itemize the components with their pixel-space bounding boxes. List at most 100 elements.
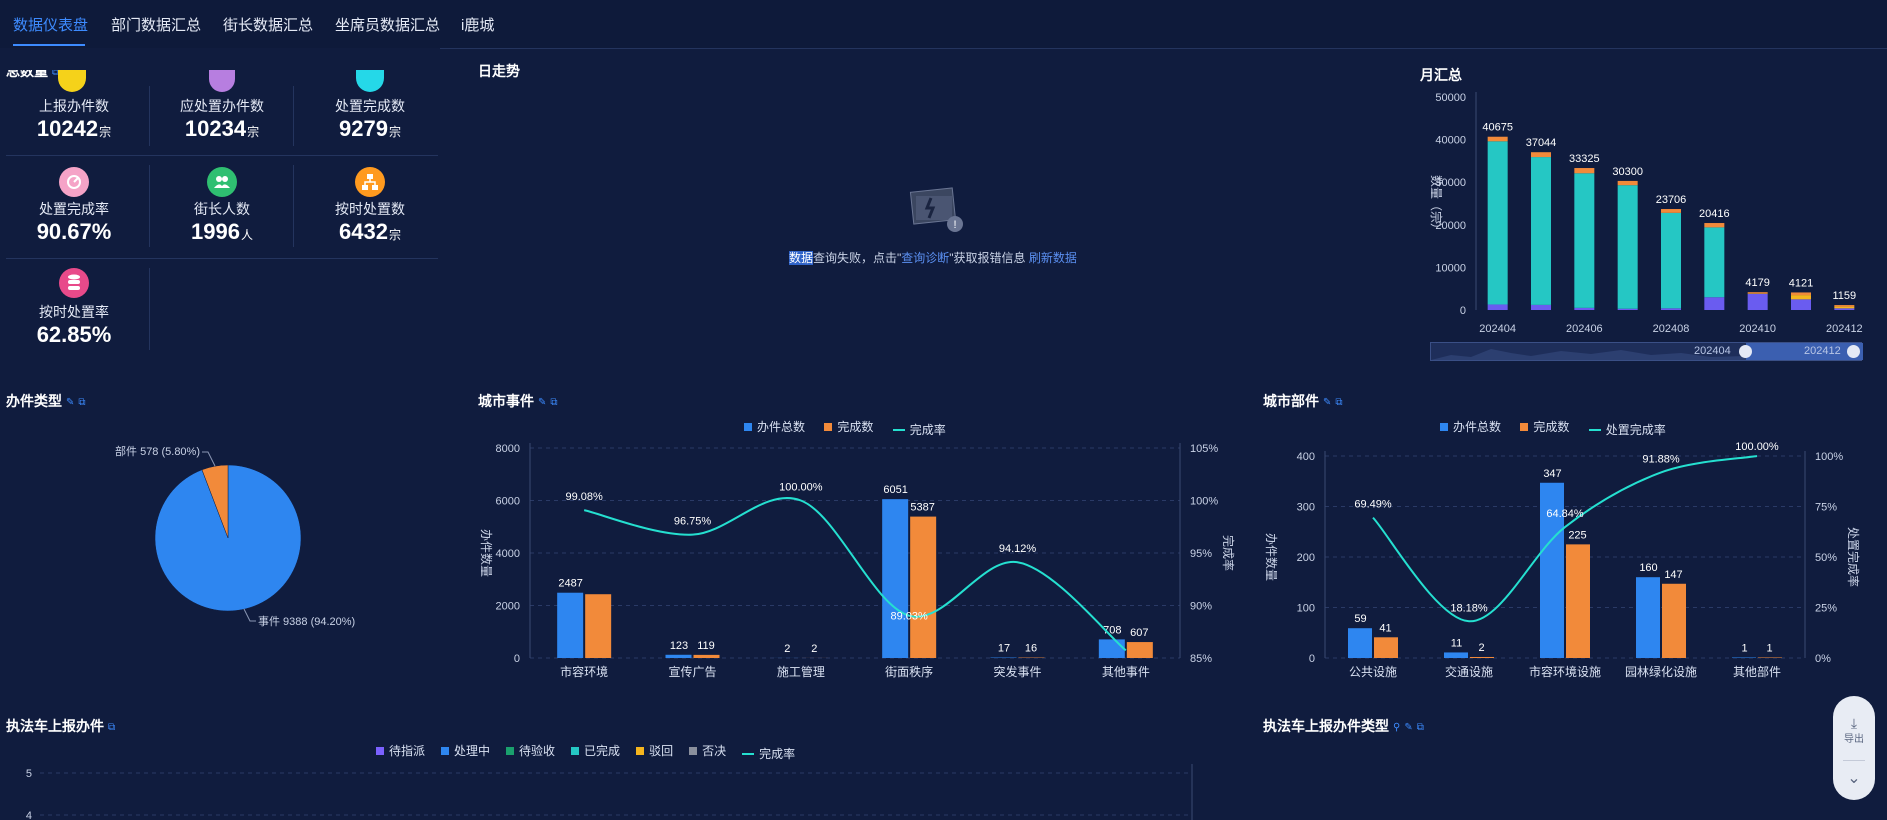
refresh-data-link[interactable]: 刷新数据 <box>1028 251 1077 265</box>
data-label: 6051 <box>883 484 907 496</box>
data-label: 33325 <box>1569 153 1600 165</box>
tab-operator[interactable]: 坐席员数据汇总 <box>335 17 441 34</box>
legend-item[interactable]: 办件总数 <box>744 418 805 435</box>
edit-icon[interactable]: ✎ <box>1404 721 1413 733</box>
rate-label: 100.00% <box>1735 441 1779 453</box>
leader-line <box>243 608 256 622</box>
section-title-vehicle-type: 执法车上报办件类型 ⚲ ✎ ⧉ <box>1263 718 1424 734</box>
stat-value: 1996 <box>191 219 240 244</box>
x-tick-label: 202404 <box>1479 323 1516 335</box>
slider-end-handle[interactable] <box>1847 345 1860 358</box>
y2-tick-label: 95% <box>1190 548 1212 560</box>
legend-item[interactable]: 完成数 <box>1520 418 1569 435</box>
legend-item[interactable]: 待指派 <box>376 742 425 759</box>
x-tick-label: 突发事件 <box>993 664 1041 679</box>
bar-segment <box>1487 136 1508 142</box>
rate-label: 100.00% <box>779 482 823 494</box>
slider-start-handle[interactable] <box>1739 345 1752 358</box>
y-tick-label: 50000 <box>1435 92 1466 104</box>
bar-segment <box>1531 157 1551 305</box>
copy-icon[interactable]: ⧉ <box>1335 396 1343 408</box>
x-tick-label: 宣传广告 <box>668 664 716 679</box>
rate-line <box>583 497 1127 652</box>
legend-item[interactable]: 否决 <box>689 742 726 759</box>
leader-line <box>202 451 216 467</box>
collapse-chevron-icon[interactable]: ⌄ <box>1847 770 1861 787</box>
bar-completed <box>1662 583 1686 658</box>
legend-item[interactable]: 完成数 <box>824 418 873 435</box>
rate-label: 94.12% <box>999 543 1037 555</box>
filter-icon[interactable]: ⚲ <box>1393 721 1401 733</box>
copy-icon[interactable]: ⧉ <box>108 721 116 733</box>
legend-swatch <box>689 746 698 755</box>
section-title-city-event: 城市事件 ✎ ⧉ <box>478 393 558 409</box>
legend-swatch <box>1588 428 1601 431</box>
stat-on-time-rate: 按时处置率 62.85% <box>4 302 144 348</box>
stat-value: 90.67% <box>36 219 112 244</box>
legend-swatch <box>506 746 515 755</box>
query-diagnosis-link[interactable]: 查询诊断 <box>901 251 950 265</box>
legend-item[interactable]: 已完成 <box>571 742 620 759</box>
vehicle-legend: 待指派 处理中 待验收 已完成 驳回 否决 完成率 <box>376 742 811 762</box>
x-tick-label: 施工管理 <box>777 664 825 679</box>
rate-label: 69.49% <box>1354 499 1392 511</box>
bar-total <box>665 654 692 658</box>
stat-unit: 宗 <box>247 125 260 139</box>
copy-icon[interactable]: ⧉ <box>52 66 60 78</box>
vehicle-chart: 45 <box>26 764 1193 820</box>
copy-icon[interactable]: ⧉ <box>550 396 558 408</box>
copy-icon[interactable]: ⧉ <box>78 396 86 408</box>
export-button[interactable]: ⤓ 导出 <box>1833 696 1875 745</box>
tab-dashboard[interactable]: 数据仪表盘 <box>13 17 89 34</box>
y2-tick-label: 90% <box>1190 601 1212 613</box>
bar-total <box>882 499 909 658</box>
y-tick-label: 100 <box>1297 603 1315 615</box>
rate-label: 99.08% <box>566 491 604 503</box>
legend-item[interactable]: 处理中 <box>441 742 490 759</box>
tab-lucheng[interactable]: i鹿城 <box>461 17 495 34</box>
slider-selection[interactable] <box>1746 343 1863 360</box>
data-label: 1 <box>1766 642 1772 654</box>
legend-item[interactable]: 待验收 <box>506 742 555 759</box>
bar-completed <box>1758 657 1782 658</box>
divider <box>149 165 150 247</box>
legend-swatch <box>1440 422 1448 431</box>
bar-segment <box>1617 180 1638 186</box>
y-tick-label: 8000 <box>496 443 520 455</box>
legend-label: 处理中 <box>454 744 491 758</box>
legend-item[interactable]: 处置完成率 <box>1588 421 1666 438</box>
x-tick-label: 其他部件 <box>1733 664 1781 679</box>
data-label: 11 <box>1451 637 1462 649</box>
y2-tick-label: 85% <box>1190 653 1212 665</box>
data-label: 160 <box>1639 562 1657 574</box>
divider <box>149 268 150 350</box>
data-label: 40675 <box>1482 122 1513 134</box>
daily-error-message: 数据查询失败，点击"查询诊断"获取报错信息 刷新数据 <box>789 249 1077 266</box>
y-axis-label: 数量（宗） <box>1429 175 1444 235</box>
data-label: 2487 <box>558 578 582 590</box>
legend-label: 完成数 <box>837 420 874 434</box>
stat-label: 处置完成数 <box>335 98 405 114</box>
legend-item[interactable]: 完成率 <box>742 745 795 762</box>
bar-segment <box>1574 168 1595 174</box>
top-cut-icon <box>209 70 235 92</box>
stat-unit: 宗 <box>388 228 401 242</box>
bar-segment <box>1531 304 1551 310</box>
copy-icon[interactable]: ⧉ <box>1416 721 1424 733</box>
edit-icon[interactable]: ✎ <box>66 396 75 408</box>
edit-icon[interactable]: ✎ <box>1323 396 1332 408</box>
mask <box>0 48 440 70</box>
legend-swatch <box>744 422 752 431</box>
stat-value: 9279 <box>339 116 388 141</box>
tab-street[interactable]: 街长数据汇总 <box>223 17 314 34</box>
divider <box>149 86 150 146</box>
legend-item[interactable]: 驳回 <box>636 742 673 759</box>
x-tick-label: 街面秩序 <box>885 664 933 679</box>
legend-item[interactable]: 办件总数 <box>1440 418 1501 435</box>
x-tick-label: 市容环境设施 <box>1529 664 1601 679</box>
x-tick-label: 202412 <box>1826 323 1863 335</box>
edit-icon[interactable]: ✎ <box>538 396 547 408</box>
legend-item[interactable]: 完成率 <box>892 421 946 438</box>
tab-department[interactable]: 部门数据汇总 <box>111 17 202 34</box>
date-range-slider[interactable]: 202404 202412 <box>1430 342 1863 361</box>
